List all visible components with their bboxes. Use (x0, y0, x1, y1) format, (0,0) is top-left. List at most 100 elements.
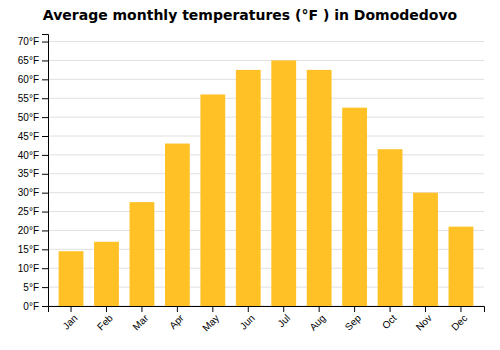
tick: Mar (130, 306, 150, 332)
tick-mark (319, 306, 320, 312)
bar (449, 227, 474, 306)
tick-label: Oct (380, 312, 399, 331)
tick-mark (212, 306, 213, 312)
tick: 45°F (18, 131, 48, 142)
tick: 40°F (18, 150, 48, 161)
grid-line (48, 79, 484, 80)
tick: 10°F (18, 263, 48, 274)
tick-label: Jun (238, 312, 257, 331)
tick-label: 55°F (18, 93, 39, 104)
axis-line (49, 307, 485, 313)
tick-mark (42, 287, 48, 288)
tick-label: Jul (275, 312, 292, 329)
tick-label: Aug (307, 312, 327, 332)
tick-label: 25°F (18, 206, 39, 217)
tick: Jan (60, 306, 79, 332)
tick-mark (42, 79, 48, 80)
tick-mark (42, 193, 48, 194)
grid-line (48, 98, 484, 99)
tick-label: 40°F (18, 150, 39, 161)
tick: 30°F (18, 187, 48, 198)
tick-label: 5°F (23, 282, 39, 293)
tick: Apr (167, 306, 186, 331)
tick-mark (42, 98, 48, 99)
tick-mark (42, 42, 48, 43)
tick-mark (42, 268, 48, 269)
bar (236, 70, 261, 306)
tick-mark (42, 155, 48, 156)
tick-mark (390, 306, 391, 312)
tick-label: 45°F (18, 131, 39, 142)
tick: Sep (343, 306, 364, 333)
grid-line (48, 173, 484, 174)
tick: 5°F (23, 282, 48, 293)
tick-label: Dec (449, 312, 469, 332)
tick-label: Mar (130, 312, 150, 332)
tick-mark (460, 306, 461, 312)
tick: Aug (307, 306, 327, 333)
tick-mark (283, 306, 284, 312)
tick-label: 0°F (23, 301, 39, 312)
grid-line (48, 136, 484, 137)
tick-label: Feb (95, 312, 115, 332)
bar (94, 242, 119, 306)
tick: 0°F (23, 301, 48, 312)
tick-label: 35°F (18, 168, 39, 179)
tick: Jul (275, 306, 292, 329)
tick: 15°F (18, 244, 48, 255)
tick-mark (42, 60, 48, 61)
tick-mark (42, 174, 48, 175)
title: Average monthly temperatures (°F ) in Do… (43, 7, 458, 23)
bar (165, 144, 190, 306)
grid-line (48, 41, 484, 42)
tick-label: 10°F (18, 263, 39, 274)
tick-mark (248, 306, 249, 312)
tick-mark (177, 306, 178, 312)
tick-label: May (200, 312, 221, 333)
tick: Feb (95, 306, 115, 332)
tick: May (200, 306, 221, 334)
x-axis: Jan Feb Mar Apr May Jun Jul Aug Sep Oct Nov Dec (49, 306, 485, 334)
bar (271, 60, 296, 306)
tick: 55°F (18, 93, 48, 104)
bars (59, 60, 474, 306)
bar (59, 251, 84, 306)
bar (130, 202, 155, 306)
tick-label: 20°F (18, 225, 39, 236)
tick-mark (141, 306, 142, 312)
tick: 65°F (18, 55, 48, 66)
tick-label: 65°F (18, 55, 39, 66)
bar (307, 70, 332, 306)
tick-mark (42, 212, 48, 213)
bar (413, 193, 438, 306)
tick: 60°F (18, 74, 48, 85)
tick: 35°F (18, 168, 48, 179)
tick-label: 50°F (18, 112, 39, 123)
tick-mark (354, 306, 355, 312)
tick: 20°F (18, 225, 48, 236)
y-axis: 0°F 5°F 10°F 15°F 20°F 25°F 30°F 35°F 40°F 45°F 50… (18, 35, 49, 312)
grid-line (48, 154, 484, 155)
tick-label: 30°F (18, 187, 39, 198)
tick-mark (42, 136, 48, 137)
tick-label: Apr (167, 312, 186, 331)
grid (48, 42, 484, 306)
plot: 0°F 5°F 10°F 15°F 20°F 25°F 30°F 35°F 40°F 45°F 50… (18, 35, 485, 334)
chart: 0°F 5°F 10°F 15°F 20°F 25°F 30°F 35°F 40°F 45°F 50… (0, 0, 500, 350)
tick: Oct (380, 306, 399, 331)
tick-mark (71, 306, 72, 312)
tick-mark (425, 306, 426, 312)
tick-label: 15°F (18, 244, 39, 255)
axis-line (42, 35, 49, 307)
tick-mark (42, 306, 48, 307)
tick-label: 60°F (18, 74, 39, 85)
tick-mark (42, 249, 48, 250)
tick: Nov (414, 306, 434, 333)
grid-line (48, 117, 484, 118)
tick-mark (42, 230, 48, 231)
tick-label: Sep (343, 312, 364, 333)
tick-label: Nov (414, 312, 434, 332)
tick-mark (106, 306, 107, 312)
tick-label: Jan (60, 312, 79, 331)
tick: 25°F (18, 206, 48, 217)
